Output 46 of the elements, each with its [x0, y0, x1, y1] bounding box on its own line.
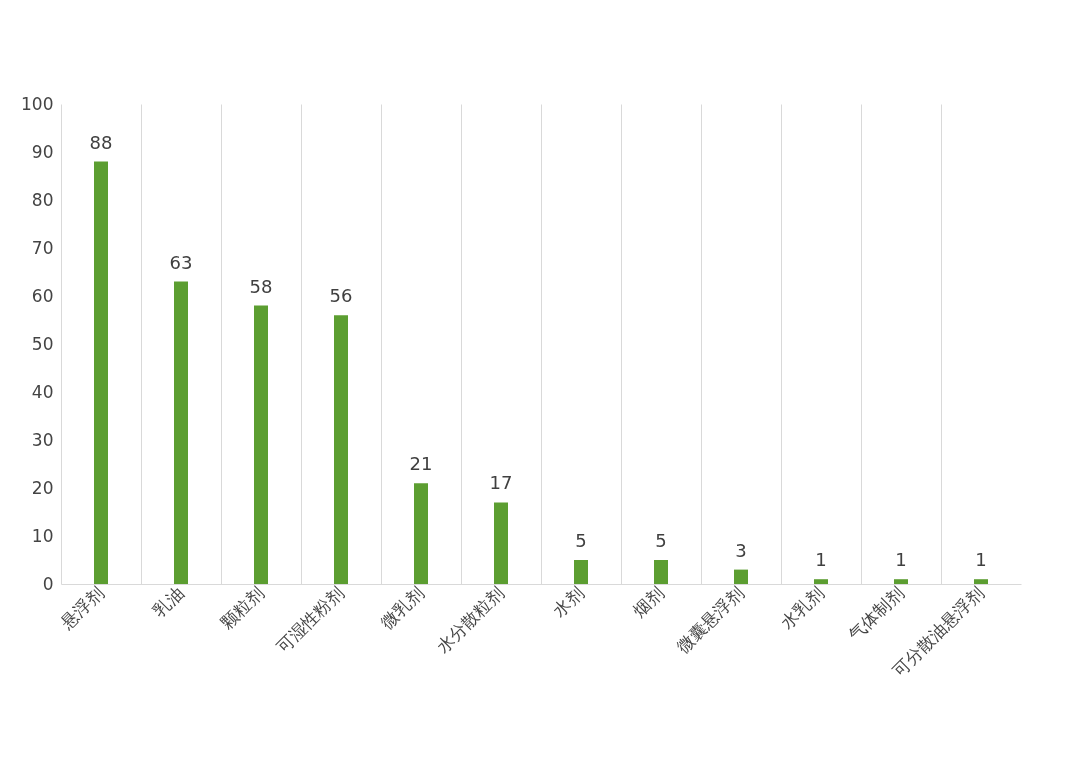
x-tick-label: 可湿性粉剂	[273, 582, 348, 657]
y-tick-label: 100	[21, 93, 54, 114]
x-tick-label: 水剂	[549, 582, 588, 621]
y-tick-label: 0	[42, 573, 54, 594]
data-label: 5	[655, 530, 667, 551]
bar	[574, 560, 588, 584]
x-tick-label: 气体制剂	[845, 582, 908, 645]
data-label: 17	[489, 472, 513, 494]
bar	[494, 502, 508, 584]
y-tick-label: 90	[31, 141, 54, 162]
x-tick-label: 烟剂	[629, 582, 668, 621]
y-tick-label: 20	[31, 477, 54, 498]
x-tick-label: 乳油	[149, 582, 188, 621]
bar	[654, 560, 668, 584]
data-label: 1	[975, 549, 987, 571]
data-label: 58	[249, 275, 273, 297]
bar	[974, 579, 988, 584]
bar	[414, 483, 428, 584]
data-label: 3	[735, 539, 747, 561]
bar	[94, 161, 108, 584]
y-tick-label: 40	[31, 381, 54, 402]
x-tick-label: 颗粒剂	[217, 582, 268, 633]
data-label: 5	[575, 530, 587, 551]
bar	[254, 305, 268, 584]
y-tick-label: 30	[31, 429, 54, 450]
data-label: 1	[895, 549, 907, 571]
data-label: 1	[815, 549, 827, 571]
data-label: 21	[409, 453, 433, 475]
y-tick-label: 10	[31, 525, 54, 546]
x-tick-label: 微乳剂	[377, 582, 428, 633]
y-tick-label: 50	[31, 333, 54, 354]
bar	[174, 281, 188, 584]
data-label: 56	[329, 285, 353, 307]
bar	[334, 315, 348, 584]
x-tick-label: 悬浮剂	[56, 582, 108, 634]
data-label: 88	[89, 131, 113, 153]
bar	[894, 579, 908, 584]
y-tick-label: 80	[31, 189, 54, 210]
x-tick-label: 水乳剂	[777, 582, 828, 633]
y-tick-label: 60	[31, 285, 54, 306]
bar	[814, 579, 828, 584]
bar	[734, 569, 748, 584]
data-label: 63	[169, 251, 193, 273]
x-tick-label: 水分散粒剂	[433, 582, 508, 657]
y-tick-label: 70	[31, 237, 54, 258]
x-tick-label: 微囊悬浮剂	[673, 582, 748, 657]
